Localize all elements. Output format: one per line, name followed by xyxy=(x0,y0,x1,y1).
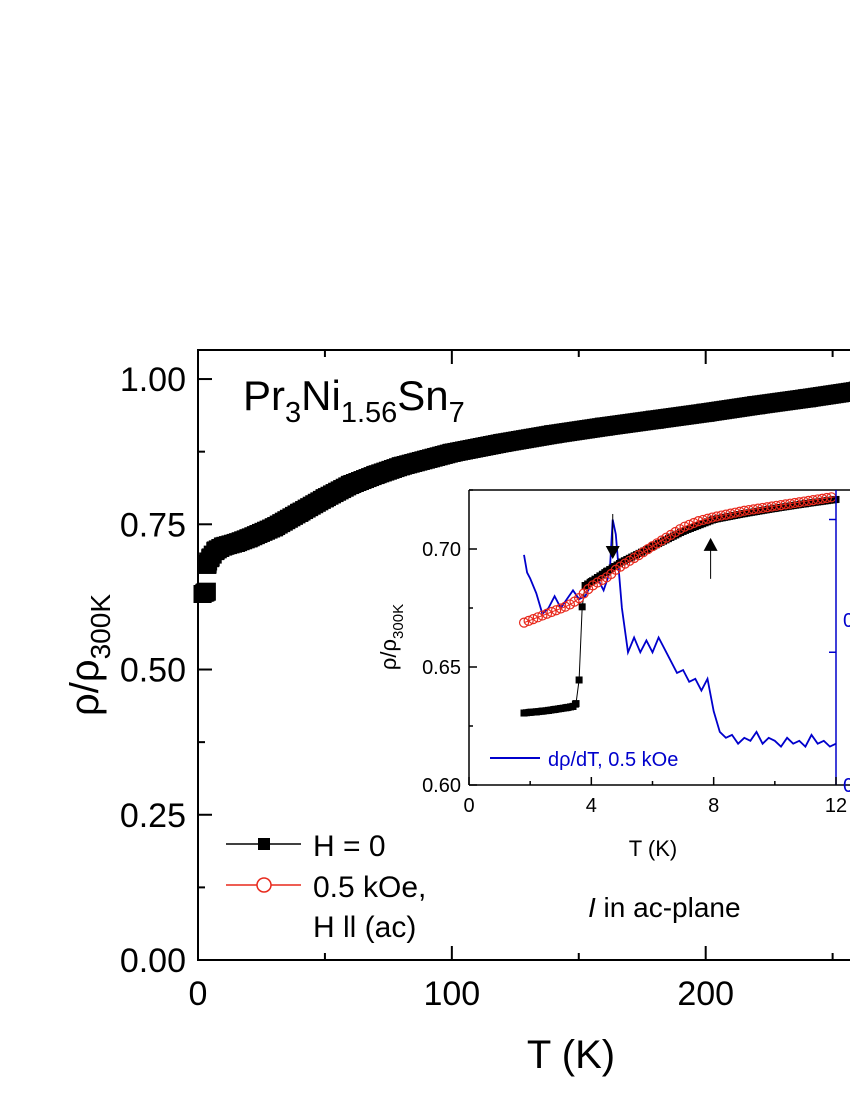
inset-05koe-point xyxy=(688,517,699,529)
inset-05koe-point xyxy=(697,514,709,526)
legend-05koe-label: 0.5 kOe, xyxy=(313,871,426,904)
inset-x-tick-label: 8 xyxy=(708,795,719,817)
inset-05koe-point xyxy=(702,513,713,524)
inset-05koe-line xyxy=(523,496,837,624)
main-plot: 0 100 200 0.00 0.25 0.50 0.75 1.00 Pr3Ni1.56Sn7… xyxy=(63,349,850,1077)
inset-05koe-point xyxy=(546,606,557,618)
inset-legend-label: dρ/dT, 0.5 kOe xyxy=(548,749,678,771)
inset-right-tick-label-upper: 0 xyxy=(843,610,850,632)
inset-05koe-point xyxy=(532,612,543,623)
inset-05koe-point xyxy=(528,613,539,625)
inset-05koe-point xyxy=(684,519,695,530)
legend-h0-label: H = 0 xyxy=(313,830,386,863)
inset-05koe-point xyxy=(821,492,832,504)
legend-h0-marker xyxy=(258,838,270,850)
inset-h0-point xyxy=(578,603,586,611)
inset-h0-point xyxy=(563,704,571,712)
legend-05koe-marker xyxy=(256,877,272,893)
main-y-axis-label: ρ/ρ300K xyxy=(63,594,116,716)
inset-x-tick-label: 0 xyxy=(463,795,474,817)
inset-h0-point xyxy=(771,504,779,512)
inset-y-tick-label: 0.70 xyxy=(422,539,461,561)
chart-title: Pr3Ni1.56Sn7 xyxy=(243,372,465,429)
inset-h0-point xyxy=(545,706,553,714)
inset-arrow-down-head xyxy=(605,545,620,559)
main-y-tick-label: 0.25 xyxy=(120,797,186,835)
current-direction-annotation: I in ac-plane xyxy=(588,892,741,923)
main-data-point xyxy=(845,382,850,401)
inset-05koe-point xyxy=(537,610,548,621)
main-x-tick-label: 100 xyxy=(423,975,480,1013)
inset-x-tick-label: 4 xyxy=(586,795,597,817)
inset-h0-point xyxy=(551,705,559,713)
inset-05koe-point xyxy=(555,603,566,614)
main-x-tick-label: 200 xyxy=(677,975,734,1013)
inset-h0-point xyxy=(520,709,528,717)
inset-arrow-up-head xyxy=(703,537,718,551)
inset-x-axis-label: T (K) xyxy=(629,836,677,861)
main-legend: H = 0 0.5 kOe, H ll (ac) xyxy=(226,830,426,944)
inset-derivative-line xyxy=(523,519,837,749)
inset-05koe-point xyxy=(551,605,562,616)
main-axis-ticks: 0 100 200 0.00 0.25 0.50 0.75 1.00 xyxy=(120,350,834,1013)
inset-h0-point xyxy=(572,700,580,708)
inset-right-tick-label-lower: 0 xyxy=(843,775,850,797)
inset-x-tick-label: 12 xyxy=(825,795,847,817)
inset-h0-point xyxy=(603,567,611,575)
main-y-tick-label: 0.00 xyxy=(120,942,186,980)
inset-h0-point xyxy=(526,708,534,716)
inset-h0-point xyxy=(557,705,565,713)
inset-05koe-point xyxy=(523,615,534,626)
main-data-point xyxy=(848,381,850,400)
inset-05koe-point xyxy=(541,608,553,619)
main-data-point xyxy=(196,583,215,602)
inset-05koe-point xyxy=(518,617,530,628)
main-plot-frame xyxy=(197,349,850,961)
inset-y-tick-label: 0.65 xyxy=(422,657,461,679)
inset-axis-ticks: 0 4 8 12 0.60 0.65 0.70 xyxy=(422,489,847,817)
inset-h0-point xyxy=(575,676,583,684)
inset-h0-point xyxy=(538,707,546,715)
inset-05koe-point xyxy=(679,521,690,532)
main-y-tick-label: 1.00 xyxy=(120,361,186,399)
main-data-marks xyxy=(193,381,850,603)
legend-field-direction-label: H ll (ac) xyxy=(313,911,416,944)
inset-data-marks xyxy=(518,492,840,749)
inset-05koe-point xyxy=(693,516,704,527)
main-x-tick-label: 0 xyxy=(189,975,208,1013)
inset-legend: dρ/dT, 0.5 kOe xyxy=(490,749,678,771)
inset-plot: 0 4 8 12 0.60 0.65 0.70 T (K) ρ/ρ300K dρ/dT, 0… xyxy=(376,489,850,861)
main-x-axis-label: T (K) xyxy=(527,1033,615,1077)
main-y-tick-label: 0.75 xyxy=(120,506,186,544)
main-y-tick-label: 0.50 xyxy=(120,652,186,690)
inset-h0-point xyxy=(532,708,540,716)
inset-y-axis-label: ρ/ρ300K xyxy=(376,604,407,670)
inset-05koe-point xyxy=(560,601,571,612)
inset-y-tick-label: 0.60 xyxy=(422,775,461,797)
